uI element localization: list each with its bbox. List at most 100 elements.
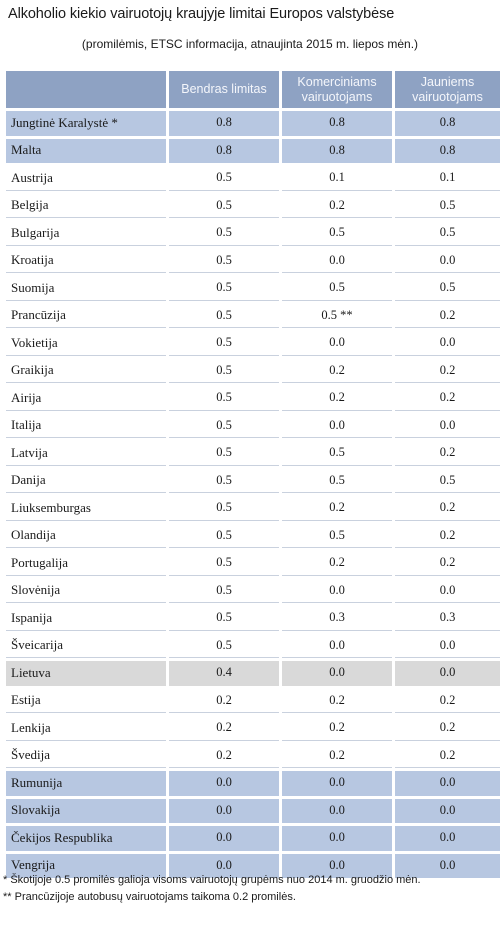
young-limit-cell: 0.2 (395, 303, 500, 328)
general-limit-cell: 0.5 (169, 523, 279, 548)
table-row: Graikija 0.5 0.2 0.2 (6, 358, 500, 383)
country-cell: Bulgarija (6, 221, 166, 246)
young-limit-cell: 0.2 (395, 716, 500, 741)
country-cell: Kroatija (6, 248, 166, 273)
young-limit-cell: 0.0 (395, 853, 500, 878)
page-title: Alkoholio kiekio vairuotojų kraujyje lim… (8, 6, 395, 22)
general-limit-cell: 0.5 (169, 441, 279, 466)
commercial-limit-cell: 0.2 (282, 551, 392, 576)
general-limit-cell: 0.2 (169, 688, 279, 713)
young-limit-cell: 0.2 (395, 688, 500, 713)
young-limit-cell: 0.2 (395, 743, 500, 768)
commercial-limit-cell: 0.8 (282, 111, 392, 136)
table-row: Estija 0.2 0.2 0.2 (6, 688, 500, 713)
young-limit-cell: 0.0 (395, 331, 500, 356)
commercial-limit-cell: 0.0 (282, 661, 392, 686)
table-row: Lietuva 0.4 0.0 0.0 (6, 661, 500, 686)
young-limit-cell: 0.2 (395, 551, 500, 576)
country-cell: Rumunija (6, 771, 166, 796)
young-limit-cell: 0.5 (395, 193, 500, 218)
commercial-limit-cell: 0.5 (282, 523, 392, 548)
table-row: Slovakija 0.0 0.0 0.0 (6, 798, 500, 823)
commercial-limit-cell: 0.5 (282, 441, 392, 466)
bac-limits-table: Bendras limitas Komerciniams vairuotojam… (3, 68, 500, 881)
young-limit-cell: 0.0 (395, 248, 500, 273)
general-limit-cell: 0.5 (169, 166, 279, 191)
table-row: Čekijos Respublika 0.0 0.0 0.0 (6, 826, 500, 851)
young-limit-cell: 0.8 (395, 138, 500, 163)
table-row: Švedija 0.2 0.2 0.2 (6, 743, 500, 768)
commercial-limit-cell: 0.5 (282, 468, 392, 493)
young-limit-cell: 0.0 (395, 826, 500, 851)
general-limit-cell: 0.0 (169, 853, 279, 878)
commercial-limit-cell: 0.0 (282, 798, 392, 823)
general-limit-cell: 0.8 (169, 138, 279, 163)
general-limit-cell: 0.5 (169, 276, 279, 301)
country-cell: Suomija (6, 276, 166, 301)
general-limit-cell: 0.5 (169, 606, 279, 631)
table-row: Malta 0.8 0.8 0.8 (6, 138, 500, 163)
country-cell: Ispanija (6, 606, 166, 631)
table-row: Ispanija 0.5 0.3 0.3 (6, 606, 500, 631)
young-limit-cell: 0.0 (395, 661, 500, 686)
commercial-limit-cell: 0.5 (282, 276, 392, 301)
general-limit-cell: 0.0 (169, 826, 279, 851)
country-cell: Italija (6, 413, 166, 438)
table-row: Suomija 0.5 0.5 0.5 (6, 276, 500, 301)
commercial-limit-cell: 0.0 (282, 413, 392, 438)
country-cell: Lietuva (6, 661, 166, 686)
commercial-limit-cell: 0.2 (282, 386, 392, 411)
general-limit-cell: 0.5 (169, 358, 279, 383)
country-cell: Airija (6, 386, 166, 411)
general-limit-cell: 0.5 (169, 468, 279, 493)
header-young-drivers: Jauniems vairuotojams (395, 71, 500, 108)
young-limit-cell: 0.5 (395, 221, 500, 246)
country-cell: Belgija (6, 193, 166, 218)
table-row: Liuksemburgas 0.5 0.2 0.2 (6, 496, 500, 521)
country-cell: Švedija (6, 743, 166, 768)
country-cell: Čekijos Respublika (6, 826, 166, 851)
table-row: Vokietija 0.5 0.0 0.0 (6, 331, 500, 356)
young-limit-cell: 0.1 (395, 166, 500, 191)
general-limit-cell: 0.5 (169, 221, 279, 246)
commercial-limit-cell: 0.0 (282, 331, 392, 356)
young-limit-cell: 0.0 (395, 413, 500, 438)
table-row: Slovėnija 0.5 0.0 0.0 (6, 578, 500, 603)
young-limit-cell: 0.3 (395, 606, 500, 631)
table-row: Italija 0.5 0.0 0.0 (6, 413, 500, 438)
commercial-limit-cell: 0.2 (282, 743, 392, 768)
table-row: Prancūzija 0.5 0.5 ** 0.2 (6, 303, 500, 328)
young-limit-cell: 0.2 (395, 441, 500, 466)
header-country-blank (6, 71, 166, 108)
general-limit-cell: 0.2 (169, 716, 279, 741)
table-row: Jungtinė Karalystė * 0.8 0.8 0.8 (6, 111, 500, 136)
commercial-limit-cell: 0.0 (282, 633, 392, 658)
country-cell: Jungtinė Karalystė * (6, 111, 166, 136)
young-limit-cell: 0.2 (395, 386, 500, 411)
table-row: Airija 0.5 0.2 0.2 (6, 386, 500, 411)
commercial-limit-cell: 0.2 (282, 193, 392, 218)
footnote-scotland: * Škotijoje 0.5 promilės galioja visoms … (3, 874, 421, 886)
general-limit-cell: 0.5 (169, 578, 279, 603)
country-cell: Estija (6, 688, 166, 713)
table-row: Austrija 0.5 0.1 0.1 (6, 166, 500, 191)
general-limit-cell: 0.5 (169, 413, 279, 438)
table-row: Latvija 0.5 0.5 0.2 (6, 441, 500, 466)
young-limit-cell: 0.2 (395, 523, 500, 548)
country-cell: Latvija (6, 441, 166, 466)
table-row: Vengrija 0.0 0.0 0.0 (6, 853, 500, 878)
table-row: Lenkija 0.2 0.2 0.2 (6, 716, 500, 741)
general-limit-cell: 0.8 (169, 111, 279, 136)
general-limit-cell: 0.5 (169, 551, 279, 576)
young-limit-cell: 0.0 (395, 578, 500, 603)
general-limit-cell: 0.4 (169, 661, 279, 686)
table-row: Rumunija 0.0 0.0 0.0 (6, 771, 500, 796)
table-row: Bulgarija 0.5 0.5 0.5 (6, 221, 500, 246)
header-row: Bendras limitas Komerciniams vairuotojam… (6, 71, 500, 108)
country-cell: Olandija (6, 523, 166, 548)
general-limit-cell: 0.5 (169, 496, 279, 521)
commercial-limit-cell: 0.0 (282, 578, 392, 603)
country-cell: Prancūzija (6, 303, 166, 328)
general-limit-cell: 0.5 (169, 303, 279, 328)
country-cell: Slovakija (6, 798, 166, 823)
